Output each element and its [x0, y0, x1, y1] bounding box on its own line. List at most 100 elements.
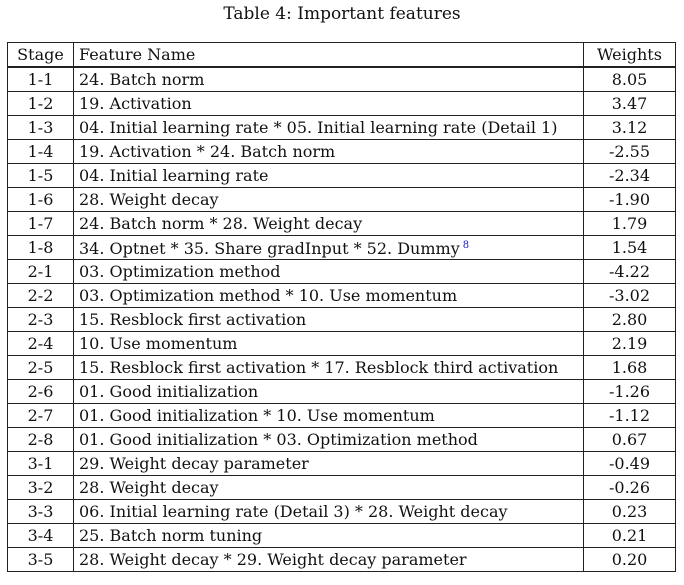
feature-name-cell: 06. Initial learning rate (Detail 3) * 2… — [73, 499, 584, 524]
feature-name-cell: 15. Resblock first activation — [73, 307, 584, 332]
weight-cell: 1.68 — [583, 355, 676, 380]
stage-cell: 2-4 — [7, 331, 74, 356]
table-row: 1-4 19. Activation * 24. Batch norm -2.55 — [7, 139, 676, 164]
stage-cell: 3-4 — [7, 523, 74, 548]
stage-cell: 3-5 — [7, 547, 74, 572]
feature-name-text: 25. Batch norm tuning — [79, 525, 263, 545]
stage-cell: 1-5 — [7, 163, 74, 188]
table-row: 1-6 28. Weight decay -1.90 — [7, 187, 676, 212]
stage-cell: 2-5 — [7, 355, 74, 380]
weight-cell: 3.47 — [583, 91, 676, 116]
weight-cell: 0.20 — [583, 547, 676, 572]
feature-name-text: 03. Optimization method * 10. Use moment… — [79, 285, 458, 305]
feature-name-cell: 10. Use momentum — [73, 331, 584, 356]
weight-cell: 0.21 — [583, 523, 676, 548]
table-row: 1-5 04. Initial learning rate -2.34 — [7, 163, 676, 188]
feature-name-cell: 28. Weight decay — [73, 475, 584, 500]
weight-cell: -0.49 — [583, 451, 676, 476]
feature-name-cell: 24. Batch norm * 28. Weight decay — [73, 211, 584, 236]
feature-name-cell: 03. Optimization method * 10. Use moment… — [73, 283, 584, 308]
feature-name-text: 01. Good initialization * 10. Use moment… — [79, 405, 435, 425]
weight-cell: 1.79 — [583, 211, 676, 236]
header-feature-name: Feature Name — [73, 42, 584, 68]
weight-cell: -1.12 — [583, 403, 676, 428]
weight-cell: -3.02 — [583, 283, 676, 308]
table-caption: Table 4: Important features — [223, 4, 461, 24]
feature-name-text: 28. Weight decay * 29. Weight decay para… — [79, 549, 467, 569]
stage-cell: 1-8 — [7, 235, 74, 260]
table-row: 3-1 29. Weight decay parameter -0.49 — [7, 451, 676, 476]
table-row: 2-6 01. Good initialization -1.26 — [7, 379, 676, 404]
feature-name-text: 19. Activation — [79, 93, 192, 113]
feature-name-text: 34. Optnet * 35. Share gradInput * 52. D… — [79, 239, 460, 258]
weight-cell: 1.54 — [583, 235, 676, 260]
feature-name-cell: 01. Good initialization * 10. Use moment… — [73, 403, 584, 428]
table-row: 2-2 03. Optimization method * 10. Use mom… — [7, 283, 676, 308]
weight-cell: -2.34 — [583, 163, 676, 188]
footnote-link[interactable]: 8 — [462, 240, 470, 251]
feature-name-text: 04. Initial learning rate — [79, 165, 269, 185]
feature-name-text: 03. Optimization method — [79, 261, 281, 281]
header-weights: Weights — [583, 42, 676, 68]
feature-name-text: 06. Initial learning rate (Detail 3) * 2… — [79, 501, 508, 521]
important-features-table: Stage Feature Name Weights 1-1 24. Batch … — [7, 42, 676, 572]
stage-cell: 2-1 — [7, 259, 74, 284]
table-row: 1-2 19. Activation 3.47 — [7, 91, 676, 116]
feature-name-cell: 24. Batch norm — [73, 66, 584, 92]
weight-cell: 0.23 — [583, 499, 676, 524]
feature-name-cell: 03. Optimization method — [73, 259, 584, 284]
weight-cell: -4.22 — [583, 259, 676, 284]
weight-cell: -2.55 — [583, 139, 676, 164]
table-row: 2-4 10. Use momentum 2.19 — [7, 331, 676, 356]
weight-cell: -1.90 — [583, 187, 676, 212]
stage-cell: 1-1 — [7, 66, 74, 92]
header-stage: Stage — [7, 42, 74, 68]
weight-cell: 8.05 — [583, 66, 676, 92]
weight-cell: 2.80 — [583, 307, 676, 332]
table-row: 1-7 24. Batch norm * 28. Weight decay 1.79 — [7, 211, 676, 236]
table-row: 2-1 03. Optimization method -4.22 — [7, 259, 676, 284]
feature-name-cell: 19. Activation — [73, 91, 584, 116]
table-row: 2-8 01. Good initialization * 03. Optimiz… — [7, 427, 676, 452]
feature-name-cell: 28. Weight decay * 29. Weight decay para… — [73, 547, 584, 572]
feature-name-cell: 04. Initial learning rate — [73, 163, 584, 188]
table-header-row: Stage Feature Name Weights — [7, 42, 676, 68]
table-row: 3-2 28. Weight decay -0.26 — [7, 475, 676, 500]
feature-name-cell: 19. Activation * 24. Batch norm — [73, 139, 584, 164]
feature-name-text: 01. Good initialization — [79, 381, 259, 401]
feature-name-text: 19. Activation * 24. Batch norm — [79, 141, 336, 161]
weight-cell: 0.67 — [583, 427, 676, 452]
stage-cell: 2-8 — [7, 427, 74, 452]
feature-name-text: 24. Batch norm — [79, 69, 205, 89]
feature-name-cell: 01. Good initialization * 03. Optimizati… — [73, 427, 584, 452]
feature-name-cell: 34. Optnet * 35. Share gradInput * 52. D… — [73, 235, 584, 260]
stage-cell: 1-3 — [7, 115, 74, 140]
table-row: 2-3 15. Resblock first activation 2.80 — [7, 307, 676, 332]
stage-cell: 3-2 — [7, 475, 74, 500]
feature-name-cell: 25. Batch norm tuning — [73, 523, 584, 548]
feature-name-text: 01. Good initialization * 03. Optimizati… — [79, 429, 478, 449]
stage-cell: 2-3 — [7, 307, 74, 332]
feature-name-text: 15. Resblock first activation * 17. Resb… — [79, 357, 559, 377]
feature-name-text: 28. Weight decay — [79, 189, 219, 209]
table-row: 1-3 04. Initial learning rate * 05. Initi… — [7, 115, 676, 140]
feature-name-text: 04. Initial learning rate * 05. Initial … — [79, 117, 558, 137]
weight-cell: 3.12 — [583, 115, 676, 140]
table-row: 3-3 06. Initial learning rate (Detail 3) … — [7, 499, 676, 524]
stage-cell: 2-6 — [7, 379, 74, 404]
table-row: 3-4 25. Batch norm tuning 0.21 — [7, 523, 676, 548]
feature-name-text: 28. Weight decay — [79, 477, 219, 497]
table-row: 2-5 15. Resblock first activation * 17. R… — [7, 355, 676, 380]
feature-name-cell: 28. Weight decay — [73, 187, 584, 212]
stage-cell: 1-7 — [7, 211, 74, 236]
stage-cell: 2-2 — [7, 283, 74, 308]
stage-cell: 1-4 — [7, 139, 74, 164]
feature-name-text: 15. Resblock first activation — [79, 309, 307, 329]
feature-name-cell: 04. Initial learning rate * 05. Initial … — [73, 115, 584, 140]
feature-name-cell: 01. Good initialization — [73, 379, 584, 404]
stage-cell: 1-2 — [7, 91, 74, 116]
feature-name-cell: 29. Weight decay parameter — [73, 451, 584, 476]
weight-cell: -0.26 — [583, 475, 676, 500]
table-row: 1-8 34. Optnet * 35. Share gradInput * 52… — [7, 235, 676, 260]
stage-cell: 2-7 — [7, 403, 74, 428]
